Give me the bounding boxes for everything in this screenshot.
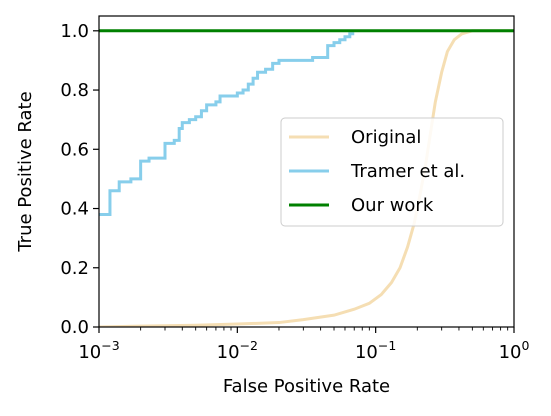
series-line-original [99,29,514,327]
legend-box [280,117,504,227]
legend-label-original: Original [351,127,421,148]
y-tick-label: 0.0 [60,317,89,338]
legend-label-our-work: Our work [351,195,434,216]
x-tick-label: 10−1 [355,338,396,363]
y-tick-label: 0.2 [60,258,89,279]
x-tick-label: 100 [499,338,530,363]
y-tick-label: 0.6 [60,139,89,160]
series-line-tramer-et-al [99,32,355,216]
legend-label-tramer-et-al: Tramer et al. [350,161,465,182]
x-axis-label: False Positive Rate [223,376,390,397]
axes: 0.0 0.2 0.4 0.6 0.8 1.0 10−3 10−2 10−1 100 False P… [15,15,530,397]
y-tick-label: 0.4 [60,199,89,220]
y-tick-label: 1.0 [60,21,89,42]
legend: Original Tramer et al. Our work [280,117,504,227]
plot-lines [99,29,514,327]
x-tick-label: 10−2 [217,338,258,363]
plot-frame [98,15,515,328]
y-tick-label: 0.8 [60,80,89,101]
x-tick-label: 10−3 [78,338,119,363]
y-axis-label: True Positive Rate [15,91,36,252]
